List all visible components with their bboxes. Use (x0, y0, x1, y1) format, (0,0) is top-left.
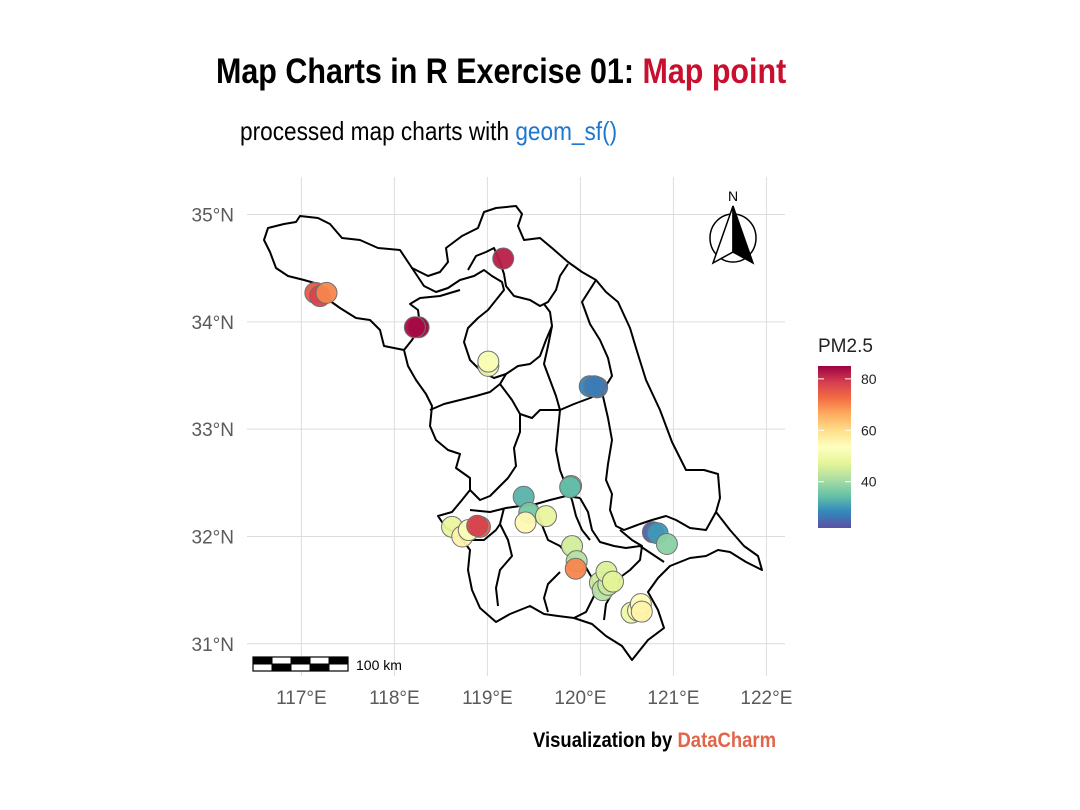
scale-bar-segment (252, 663, 273, 672)
boundary-yangzhou (469, 414, 521, 501)
pm25-point (583, 375, 606, 398)
pm25-points (304, 247, 678, 624)
y-tick-label: 34°N (192, 313, 234, 334)
province-map (263, 205, 763, 661)
pm25-point (466, 514, 489, 537)
legend-tick-label: 60 (861, 422, 877, 438)
scale-bar: 100 km (252, 656, 402, 673)
x-tick-label: 120°E (554, 688, 606, 709)
caption-highlight: DataCharm (677, 729, 777, 752)
graticule (247, 177, 785, 676)
pm25-point (564, 557, 587, 580)
y-tick-label: 35°N (192, 206, 234, 227)
jiangsu-outline (263, 205, 763, 661)
legend-tick-label: 80 (861, 371, 877, 387)
x-tick-label: 122°E (740, 688, 792, 709)
x-tick-label: 121°E (647, 688, 699, 709)
north-arrow: N (709, 188, 757, 265)
x-tick-label: 119°E (462, 688, 513, 709)
scale-bar-segment (329, 657, 348, 664)
legend-title: PM2.5 (818, 336, 873, 357)
north-arrow-label: N (728, 188, 738, 204)
pm25-point (477, 350, 500, 373)
chart-title: Map Charts in R Exercise 01: Map point (216, 52, 786, 92)
scale-bar-segment (271, 656, 292, 665)
pm25-point (630, 600, 653, 623)
scale-bar-segment (309, 656, 330, 665)
boundary-suqian-south (429, 373, 507, 411)
boundary-xuzhou-suqian (411, 267, 505, 301)
chart-subtitle: processed map charts with geom_sf() (240, 116, 617, 147)
boundary-lianyungang (467, 247, 569, 307)
pm25-point (492, 247, 515, 270)
legend-ticks: 40 60 80 (818, 371, 877, 490)
pm25-legend: PM2.5 40 60 80 (818, 336, 877, 528)
legend-tick-label: 40 (861, 474, 877, 490)
boundary-huaian-south (499, 383, 560, 419)
boundary-wuxi-suzhou (543, 571, 561, 613)
boundary-taizhou-nantong (601, 391, 717, 531)
y-tick-label: 32°N (192, 527, 234, 548)
scale-bar-label: 100 km (356, 657, 402, 673)
title-highlight: Map point (642, 52, 787, 91)
legend-colorbar (818, 366, 851, 528)
scale-bar-segment (272, 664, 291, 671)
scale-bar-segment (290, 663, 311, 672)
boundary-suqian-huaian (463, 299, 553, 379)
title-main: Map Charts in R Exercise 01: (216, 52, 643, 91)
scale-bar-segment (310, 664, 329, 671)
y-axis-ticks: 35°N 34°N 33°N 32°N 31°N (192, 206, 234, 656)
scale-bar-segment (253, 657, 272, 664)
caption-main: Visualization by (533, 729, 678, 752)
x-tick-label: 118°E (369, 688, 420, 709)
north-arrow-right-half (732, 205, 755, 265)
pm25-point (601, 570, 624, 593)
y-tick-label: 31°N (192, 635, 234, 656)
subtitle-highlight: geom_sf() (515, 116, 618, 146)
pm25-point (655, 533, 678, 556)
pm25-point (559, 476, 582, 499)
boundary-huaian-yancheng (543, 279, 613, 411)
scale-bar-segment (328, 663, 349, 672)
boundary-nanjing-zhenjiang (495, 507, 513, 607)
x-axis-ticks: 117°E 118°E 119°E 120°E 121°E 122°E (276, 688, 792, 709)
scale-bar-segment (291, 657, 310, 664)
pm25-point (534, 505, 557, 528)
x-tick-label: 117°E (276, 688, 327, 709)
pm25-point (315, 281, 338, 304)
caption: Visualization by DataCharm (533, 729, 776, 753)
subtitle-main: processed map charts with (240, 116, 516, 146)
boundary-changzhou-wuxi (579, 497, 665, 563)
pm25-point (403, 316, 426, 339)
pm25-point (514, 511, 537, 534)
y-tick-label: 33°N (192, 420, 234, 441)
